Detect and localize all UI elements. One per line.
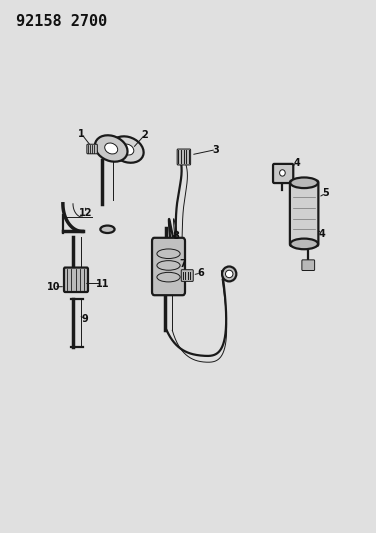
Ellipse shape xyxy=(95,135,127,161)
Text: 4: 4 xyxy=(319,229,326,239)
Ellipse shape xyxy=(111,136,144,163)
FancyBboxPatch shape xyxy=(290,181,318,246)
Text: 7: 7 xyxy=(179,259,186,269)
Ellipse shape xyxy=(105,143,118,154)
Ellipse shape xyxy=(121,144,134,155)
Text: 11: 11 xyxy=(96,279,109,288)
Text: 10: 10 xyxy=(47,282,61,292)
Ellipse shape xyxy=(290,239,318,249)
Text: 12: 12 xyxy=(79,208,93,219)
FancyBboxPatch shape xyxy=(87,144,97,154)
FancyBboxPatch shape xyxy=(181,270,193,281)
Text: 9: 9 xyxy=(82,313,88,324)
Ellipse shape xyxy=(280,169,285,176)
Text: 6: 6 xyxy=(198,268,205,278)
Text: 5: 5 xyxy=(323,188,329,198)
FancyBboxPatch shape xyxy=(273,164,293,183)
Text: 8: 8 xyxy=(173,231,179,241)
Text: 3: 3 xyxy=(213,144,220,155)
Ellipse shape xyxy=(226,270,233,278)
Ellipse shape xyxy=(222,266,237,281)
FancyBboxPatch shape xyxy=(64,268,88,292)
FancyBboxPatch shape xyxy=(302,260,315,270)
FancyBboxPatch shape xyxy=(152,238,185,295)
Text: 92158 2700: 92158 2700 xyxy=(16,14,107,29)
Text: 2: 2 xyxy=(141,130,148,140)
Ellipse shape xyxy=(100,225,115,233)
Text: 4: 4 xyxy=(293,158,300,168)
FancyBboxPatch shape xyxy=(177,149,191,165)
Text: 1: 1 xyxy=(78,128,85,139)
Ellipse shape xyxy=(290,177,318,188)
